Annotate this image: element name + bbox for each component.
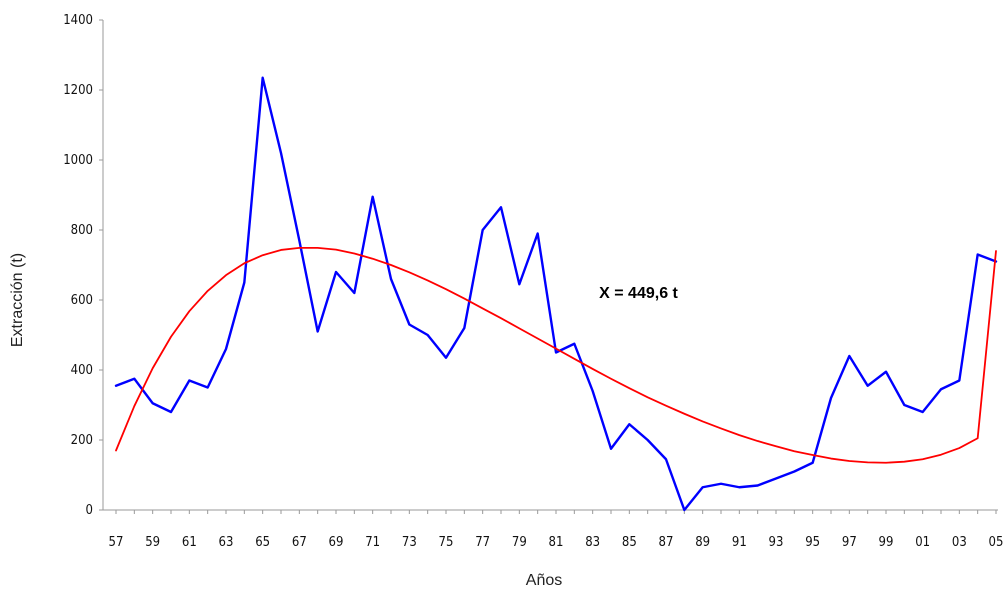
x-tick-label: 03 — [952, 535, 967, 550]
y-axis: 0 200 400 600 800 1000 1200 1400 — [63, 13, 104, 518]
mean-annotation: X = 449,6 t — [599, 285, 678, 302]
x-tick-label: 99 — [879, 535, 894, 550]
y-tick-label: 600 — [71, 293, 93, 308]
x-tick-label: 77 — [475, 535, 490, 550]
x-tick-label: 63 — [219, 535, 234, 550]
y-tick-label: 800 — [71, 223, 93, 238]
x-tick-label: 79 — [512, 535, 527, 550]
x-tick-label: 87 — [659, 535, 674, 550]
y-tick-label: 200 — [71, 433, 93, 448]
x-tick-label: 57 — [109, 535, 124, 550]
x-axis: 57 59 61 63 65 67 69 71 73 75 77 79 81 83 85 87 89 91 93 95… — [103, 509, 1004, 550]
x-tick-label: 73 — [402, 535, 417, 550]
x-tick-label: 93 — [769, 535, 784, 550]
annotation-layer: X = 449,6 t — [599, 285, 678, 302]
series-layer — [114, 76, 998, 512]
x-tick-label: 85 — [622, 535, 637, 550]
x-tick-label: 83 — [585, 535, 600, 550]
x-tick-label: 71 — [365, 535, 380, 550]
y-tick-label: 1400 — [63, 13, 93, 28]
x-tick-label: 89 — [695, 535, 710, 550]
y-axis-title: Extracción (t) — [9, 253, 26, 347]
x-tick-label: 65 — [255, 535, 270, 550]
x-tick-label: 05 — [989, 535, 1004, 550]
x-tick-label: 75 — [439, 535, 454, 550]
y-tick-label: 400 — [71, 363, 93, 378]
series-line-observed — [114, 76, 998, 512]
series-line-trend — [115, 246, 997, 464]
x-tick-label: 01 — [915, 535, 930, 550]
y-tick-label: 1000 — [63, 153, 93, 168]
x-tick-label: 91 — [732, 535, 747, 550]
x-tick-label: 95 — [805, 535, 820, 550]
x-tick-label: 61 — [182, 535, 197, 550]
x-tick-label: 59 — [145, 535, 160, 550]
x-tick-label: 97 — [842, 535, 857, 550]
x-axis-title: Años — [526, 572, 562, 589]
x-tick-label: 81 — [549, 535, 564, 550]
x-tick-label: 67 — [292, 535, 307, 550]
x-tick-label: 69 — [329, 535, 344, 550]
y-tick-label: 0 — [86, 503, 93, 518]
y-tick-label: 1200 — [63, 83, 93, 98]
